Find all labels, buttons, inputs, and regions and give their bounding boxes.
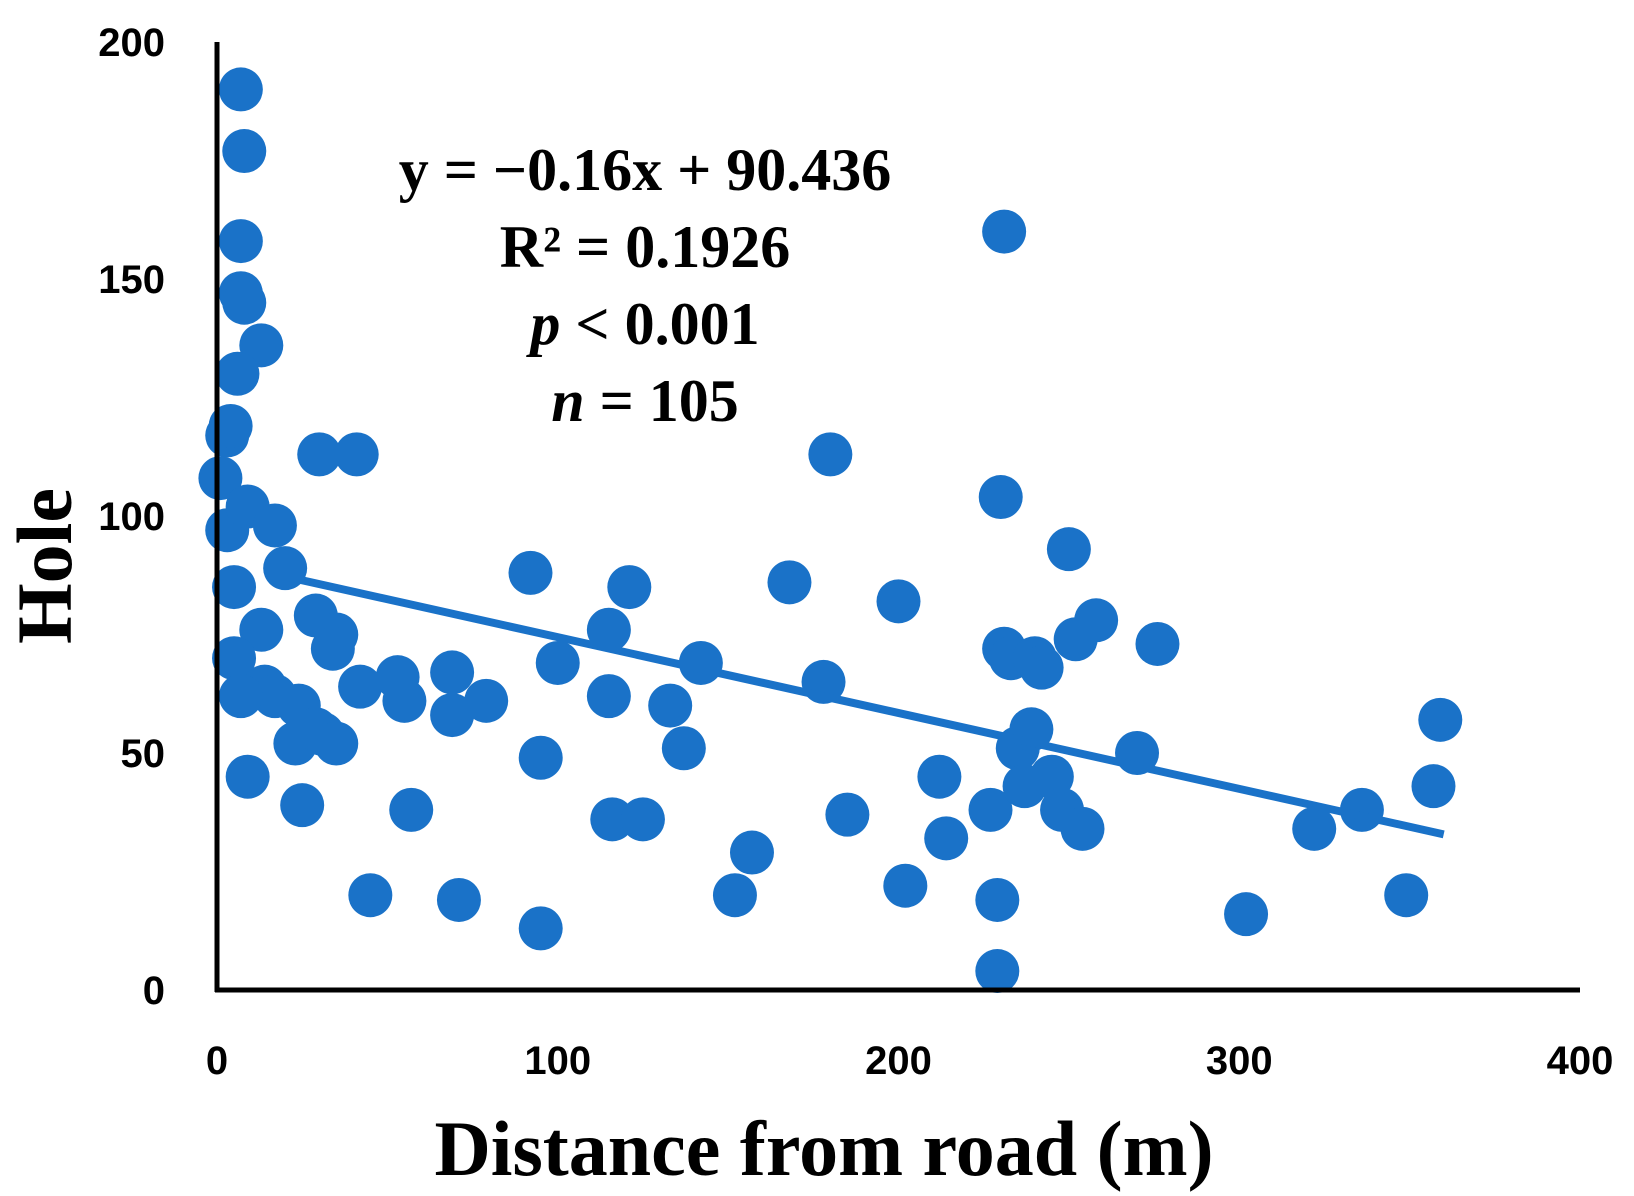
- data-point: [535, 640, 580, 685]
- data-point: [208, 403, 253, 448]
- x-tick-label: 300: [1206, 1039, 1273, 1083]
- data-point: [252, 503, 297, 548]
- axes: [214, 42, 1580, 993]
- p-value-text: p < 0.001: [525, 291, 759, 357]
- data-point: [975, 949, 1020, 994]
- data-point: [924, 816, 969, 861]
- data-point: [338, 664, 383, 709]
- data-point: [1135, 621, 1180, 666]
- data-point: [334, 432, 379, 477]
- data-point: [767, 560, 812, 605]
- p-value: < 0.001: [560, 291, 759, 357]
- data-point: [1074, 598, 1119, 643]
- data-point: [508, 550, 553, 595]
- r-squared-text: R² = 0.1926: [500, 214, 791, 280]
- x-tick-label: 400: [1547, 1039, 1614, 1083]
- data-point: [1384, 873, 1429, 918]
- data-point: [648, 683, 693, 728]
- data-point: [982, 209, 1027, 254]
- data-point: [825, 792, 870, 837]
- n-count-text: n = 105: [551, 368, 739, 434]
- data-point: [297, 432, 342, 477]
- data-point: [586, 674, 631, 719]
- equation-text: y = −0.16x + 90.436: [399, 137, 892, 203]
- trendline-layer: [284, 572, 1445, 839]
- tick-labels: 0 100 200 300 400 0 50 100 150 200: [98, 21, 1613, 1083]
- data-point: [212, 636, 257, 681]
- data-point: [978, 475, 1023, 520]
- data-point: [876, 579, 921, 624]
- data-points: [198, 67, 1463, 994]
- data-point: [518, 906, 563, 951]
- y-tick-label: 50: [121, 732, 166, 776]
- data-point: [712, 873, 757, 918]
- data-point: [430, 650, 475, 695]
- data-point: [222, 129, 267, 174]
- data-point: [218, 67, 263, 112]
- n-symbol: n: [551, 368, 584, 434]
- data-point: [225, 754, 270, 799]
- data-point: [1418, 697, 1463, 742]
- data-point: [212, 565, 257, 610]
- data-point: [607, 565, 652, 610]
- data-point: [198, 456, 243, 501]
- data-point: [1019, 645, 1064, 690]
- n-count: = 105: [585, 368, 739, 434]
- trendline: [284, 572, 1445, 839]
- data-point: [586, 607, 631, 652]
- data-point: [436, 877, 481, 922]
- data-point: [661, 726, 706, 771]
- data-point: [1224, 892, 1269, 937]
- data-point: [280, 783, 325, 828]
- data-point: [729, 830, 774, 875]
- data-point: [808, 432, 853, 477]
- data-point: [382, 678, 427, 723]
- data-point: [314, 721, 359, 766]
- y-tick-label: 0: [143, 969, 165, 1013]
- data-point: [1411, 764, 1456, 809]
- x-tick-label: 200: [865, 1039, 932, 1083]
- data-point: [222, 280, 267, 325]
- data-point: [1060, 806, 1105, 851]
- data-point: [310, 626, 355, 671]
- y-tick-label: 150: [98, 258, 165, 302]
- data-point: [620, 797, 665, 842]
- data-point: [590, 797, 635, 842]
- p-symbol: p: [525, 291, 560, 357]
- data-point: [218, 674, 263, 719]
- x-tick-label: 0: [206, 1039, 228, 1083]
- data-point: [968, 787, 1013, 832]
- data-point: [389, 787, 434, 832]
- data-point: [348, 873, 393, 918]
- data-point: [518, 735, 563, 780]
- data-point: [1029, 754, 1074, 799]
- data-point: [215, 351, 260, 396]
- data-point: [883, 863, 928, 908]
- y-axis-title: Hole: [1, 488, 88, 644]
- y-tick-label: 200: [98, 21, 165, 65]
- data-point: [239, 607, 284, 652]
- y-tick-label: 100: [98, 495, 165, 539]
- regression-annotation: y = −0.16x + 90.436 R² = 0.1926 p < 0.00…: [399, 137, 892, 434]
- data-point: [917, 754, 962, 799]
- data-point: [975, 877, 1020, 922]
- data-point: [1046, 527, 1091, 572]
- data-point: [464, 678, 509, 723]
- x-tick-label: 100: [524, 1039, 591, 1083]
- x-axis-title: Distance from road (m): [434, 1105, 1213, 1192]
- data-point: [430, 693, 475, 738]
- data-point: [1292, 806, 1337, 851]
- data-point: [218, 219, 263, 264]
